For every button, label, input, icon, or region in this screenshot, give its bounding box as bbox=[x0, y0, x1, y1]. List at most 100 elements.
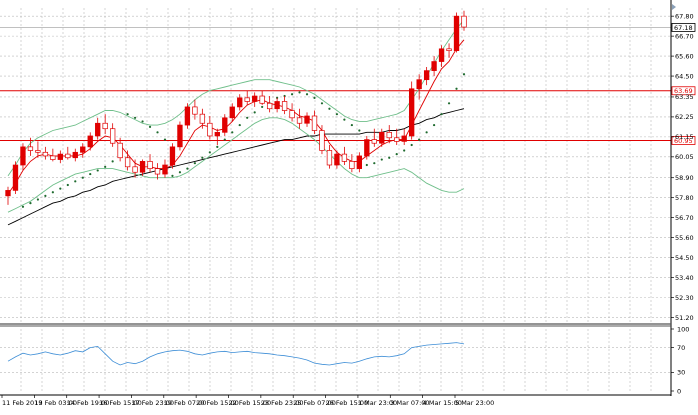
price-tick-label: 51.20 bbox=[675, 314, 694, 322]
candle-body bbox=[169, 146, 176, 166]
bollinger-band-line bbox=[7, 19, 465, 177]
parabolic-sar-dot bbox=[111, 160, 114, 163]
candle-body bbox=[229, 106, 235, 119]
candle-body bbox=[438, 48, 445, 62]
time-tick-label: 14 Feb 19:00 bbox=[67, 399, 110, 407]
candle-body bbox=[304, 115, 310, 124]
parabolic-sar-dot bbox=[81, 176, 84, 179]
parabolic-sar-dot bbox=[410, 143, 413, 147]
time-tick-label: 16 Feb 15:00 bbox=[99, 399, 142, 407]
parabolic-sar-dot bbox=[163, 138, 167, 141]
fast-average-line bbox=[7, 39, 465, 195]
parabolic-sar-dot bbox=[186, 167, 189, 170]
parabolic-sar-dot bbox=[171, 174, 174, 177]
candle-body bbox=[326, 150, 333, 166]
candle-body bbox=[244, 97, 250, 102]
moving-average-line bbox=[7, 108, 465, 226]
candles bbox=[5, 10, 467, 205]
parabolic-sar-dot bbox=[238, 123, 241, 127]
price-tick-label: 58.90 bbox=[675, 174, 694, 182]
candle-body bbox=[266, 102, 273, 110]
candle-body bbox=[356, 155, 363, 169]
candle-body bbox=[319, 130, 325, 151]
candle-body bbox=[274, 101, 280, 110]
candle-body bbox=[35, 150, 41, 153]
candle-body bbox=[446, 48, 452, 52]
time-tick-label: 23 Feb 23:00 bbox=[261, 399, 304, 407]
shift-arrow-icon bbox=[672, 4, 676, 10]
candle-body bbox=[177, 124, 183, 148]
time-tick-label: 13 Feb 03:00 bbox=[34, 399, 77, 407]
parabolic-sar-dot bbox=[380, 158, 383, 161]
candle-body bbox=[184, 106, 191, 126]
candle-body bbox=[416, 79, 422, 90]
price-tick-label: 52.30 bbox=[675, 294, 694, 302]
candle-body bbox=[296, 117, 303, 124]
candle-body bbox=[154, 168, 161, 175]
parabolic-sar-dot bbox=[178, 171, 182, 174]
current-price-box bbox=[671, 23, 696, 32]
parabolic-sar-dot bbox=[21, 205, 25, 208]
parabolic-sar-dot bbox=[462, 73, 466, 76]
candle-body bbox=[379, 131, 385, 144]
time-tick-label: 3 Mar 07:00 bbox=[390, 399, 429, 407]
candle-body bbox=[124, 157, 131, 168]
parabolic-sar-dot bbox=[216, 145, 219, 148]
candle-body bbox=[27, 146, 34, 151]
price-tick-label: 61.15 bbox=[675, 133, 694, 141]
price-tick-label: 63.35 bbox=[675, 93, 694, 101]
parabolic-sar-dot bbox=[343, 118, 346, 121]
time-tick-label: 11 Feb 2019 bbox=[2, 399, 42, 407]
parabolic-sar-dot bbox=[59, 187, 62, 190]
candle-body bbox=[139, 161, 146, 173]
candle-body bbox=[207, 122, 213, 137]
parabolic-sar-dot bbox=[290, 93, 294, 96]
level-label: 63.69 bbox=[674, 87, 693, 95]
time-tick-label: 5 Mar 23:00 bbox=[455, 399, 494, 407]
candle-body bbox=[214, 131, 220, 137]
parabolic-sar-dot bbox=[320, 102, 324, 105]
candle-body bbox=[386, 131, 392, 139]
candle-body bbox=[394, 137, 400, 142]
time-tick-label: 20 Feb 15:00 bbox=[196, 399, 239, 407]
candle-body bbox=[132, 166, 138, 173]
parabolic-sar-dot bbox=[201, 156, 204, 159]
parabolic-sar-dot bbox=[335, 113, 339, 116]
price-tick-label: 67.80 bbox=[675, 12, 694, 20]
candle-body bbox=[349, 161, 355, 169]
candle-body bbox=[281, 101, 288, 111]
candle-body bbox=[72, 151, 78, 159]
candle-body bbox=[364, 139, 370, 157]
parabolic-sar-dot bbox=[298, 91, 301, 94]
parabolic-sar-dot bbox=[425, 131, 428, 134]
parabolic-sar-dot bbox=[104, 165, 107, 168]
indicator-tick-label: 70 bbox=[677, 344, 685, 352]
parabolic-sar-dot bbox=[440, 113, 443, 116]
candle-body bbox=[431, 61, 437, 71]
time-tick-label: 4 Mar 15:00 bbox=[423, 399, 462, 407]
parabolic-sar-dot bbox=[223, 138, 226, 141]
parabolic-sar-dot bbox=[208, 151, 211, 154]
candle-body bbox=[311, 115, 318, 131]
time-tick-label: 19 Feb 07:00 bbox=[164, 399, 207, 407]
parabolic-sar-dot bbox=[156, 131, 159, 134]
price-tick-label: 60.05 bbox=[675, 153, 694, 161]
price-tick-label: 55.60 bbox=[675, 234, 694, 242]
parabolic-sar-dot bbox=[148, 125, 152, 128]
parabolic-sar-dot bbox=[261, 105, 264, 109]
candle-body bbox=[109, 128, 116, 144]
candle-body bbox=[252, 95, 258, 102]
candle-body bbox=[42, 151, 49, 157]
indicator-tick-label: 100 bbox=[677, 325, 689, 333]
price-tick-label: 57.80 bbox=[675, 194, 694, 202]
candle-body bbox=[147, 161, 153, 169]
time-tick-label: 1 Mar 23:00 bbox=[358, 399, 397, 407]
candle-body bbox=[162, 164, 168, 175]
parabolic-sar-dot bbox=[96, 169, 99, 172]
candle-body bbox=[12, 164, 19, 191]
parabolic-sar-dot bbox=[133, 116, 137, 119]
price-tick-label: 54.50 bbox=[675, 254, 694, 262]
candle-body bbox=[461, 15, 467, 28]
price-tick-label: 53.40 bbox=[675, 274, 694, 282]
axis-labels: 67.80 66.70 65.60 64.50 63.35 62.25 61.15 60.05… bbox=[2, 12, 694, 407]
